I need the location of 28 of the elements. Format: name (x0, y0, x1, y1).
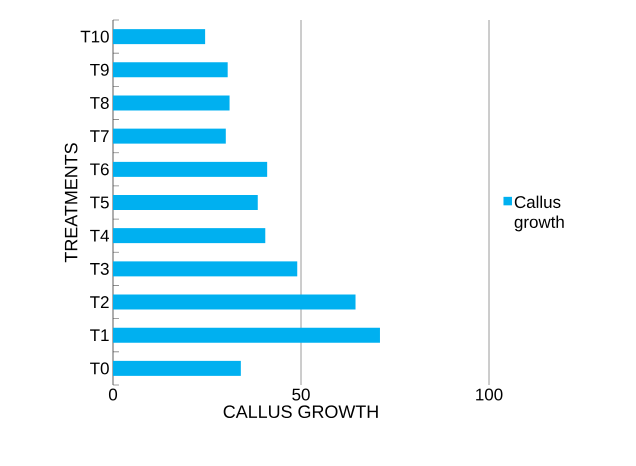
bar (113, 29, 206, 44)
y-tick-label: T5 (90, 196, 109, 208)
bar (113, 128, 226, 144)
y-tick-label: T7 (90, 130, 109, 142)
y-tick-label: T0 (90, 362, 109, 374)
y-tick-label: T4 (90, 230, 109, 242)
bar (113, 294, 356, 310)
y-tick-label: T3 (90, 262, 109, 275)
y-tick-label: T2 (90, 296, 109, 308)
bar (113, 328, 380, 343)
legend-label: Callus growth (514, 196, 564, 232)
x-tick-label: 0 (108, 388, 118, 401)
x-axis-title: CALLUS GROWTH (224, 405, 378, 418)
y-tick-label: T9 (90, 64, 109, 76)
y-axis-title: TREATMENTS (64, 143, 78, 262)
bar (113, 95, 230, 110)
bar (113, 195, 258, 210)
bar (113, 360, 241, 376)
y-tick-label: T1 (90, 329, 109, 342)
bar (113, 62, 228, 78)
y-tick-label: T8 (90, 96, 109, 109)
y-tick-label: T10 (80, 30, 109, 43)
bar (113, 162, 268, 177)
x-tick-label: 100 (476, 388, 502, 401)
y-tick-label: T6 (90, 163, 109, 176)
x-tick-label: 50 (292, 388, 310, 401)
bar (113, 228, 266, 244)
bar (113, 261, 298, 276)
